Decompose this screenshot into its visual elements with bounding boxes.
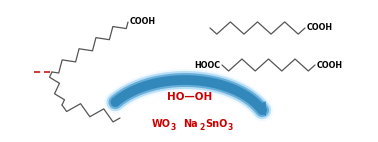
Text: Na: Na [183,119,198,129]
Text: WO: WO [152,119,171,129]
Text: COOH: COOH [130,17,156,27]
Text: SnO: SnO [205,119,228,129]
Text: 2: 2 [199,123,204,132]
Text: HO—OH: HO—OH [167,92,212,102]
Text: 3: 3 [171,123,176,132]
Text: HOOC: HOOC [194,60,220,69]
Text: COOH: COOH [317,60,343,69]
Text: 3: 3 [228,123,233,132]
Text: COOH: COOH [307,23,333,33]
